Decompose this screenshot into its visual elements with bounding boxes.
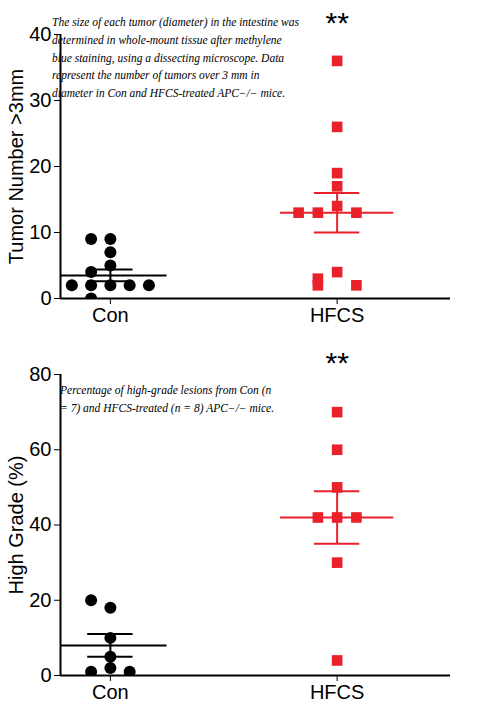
svg-text:Con: Con bbox=[92, 304, 129, 326]
svg-text:40: 40 bbox=[29, 23, 51, 45]
svg-text:80: 80 bbox=[29, 363, 51, 385]
svg-text:40: 40 bbox=[29, 513, 51, 535]
svg-text:60: 60 bbox=[29, 438, 51, 460]
svg-text:High Grade (%): High Grade (%) bbox=[5, 456, 27, 595]
svg-text:**: ** bbox=[325, 6, 349, 39]
svg-text:HFCS: HFCS bbox=[310, 304, 364, 326]
svg-text:Con: Con bbox=[92, 681, 129, 703]
svg-text:20: 20 bbox=[29, 155, 51, 177]
svg-text:30: 30 bbox=[29, 89, 51, 111]
svg-text:Tumor Number >3mm: Tumor Number >3mm bbox=[5, 69, 27, 264]
svg-text:**: ** bbox=[325, 346, 349, 379]
html-text:The size of each tumor (diamet: The size of each tumor (diameter) in the… bbox=[52, 16, 299, 100]
svg-text:20: 20 bbox=[29, 589, 51, 611]
svg-text:0: 0 bbox=[40, 287, 51, 309]
html-text:Percentage of high-grade lesio: Percentage of high-grade lesions from Co… bbox=[60, 384, 275, 414]
svg-text:0: 0 bbox=[40, 664, 51, 686]
svg-text:10: 10 bbox=[29, 221, 51, 243]
svg-text:HFCS: HFCS bbox=[310, 681, 364, 703]
